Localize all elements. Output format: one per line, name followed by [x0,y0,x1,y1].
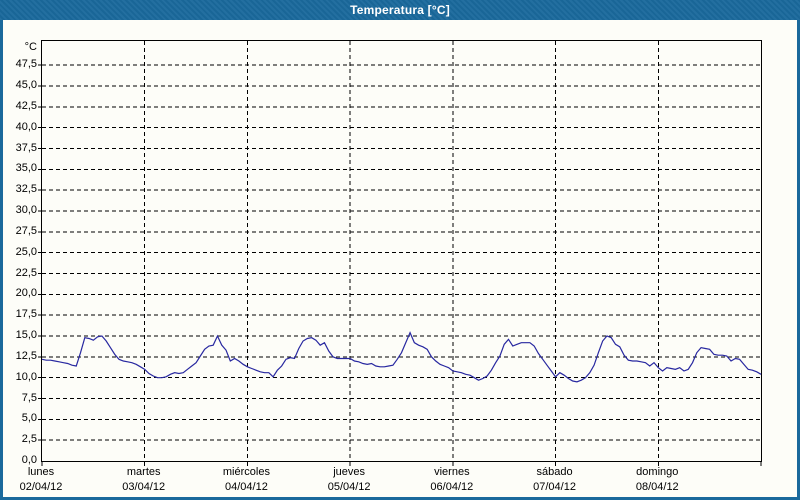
x-axis-day-name: miércoles [222,466,270,478]
y-axis-tick-label: 5,0 [21,412,37,425]
x-axis-day-name: jueves [333,466,366,478]
y-axis-tick-label: 17,5 [15,308,37,321]
y-axis-tick-label: 10,0 [15,370,37,383]
y-axis-tick-label: 45,0 [15,79,37,91]
y-axis-tick-label: 35,0 [15,162,37,175]
x-axis-day-date: 05/04/12 [327,481,371,493]
y-axis-tick-label: 27,5 [15,224,37,237]
y-axis-tick-label: 20,0 [15,287,37,300]
x-axis-day-date: 03/04/12 [122,481,166,493]
y-axis-tick-label: 22,5 [15,266,37,279]
y-axis-unit: °C [24,41,37,53]
x-axis-day-name: lunes [27,466,55,478]
x-axis-day-date: 08/04/12 [635,481,679,493]
x-axis-day-date: 04/04/12 [225,481,268,493]
y-axis-tick-label: 40,0 [15,120,37,133]
y-axis-tick-label: 30,0 [15,204,37,216]
y-axis-tick-label: 25,0 [15,245,37,258]
title-bar[interactable]: Temperatura [°C] [0,0,800,20]
temperature-line [41,331,762,383]
y-axis-tick-label: 12,5 [15,349,37,362]
y-axis-tick-label: 0,0 [21,454,37,466]
y-axis-tick-label: 15,0 [15,329,37,341]
x-axis-day-date: 02/04/12 [19,481,63,493]
plot-area [38,40,762,466]
y-axis-tick-label: 42,5 [15,99,37,112]
x-axis-day-date: 07/04/12 [533,481,576,493]
x-axis-day-date: 06/04/12 [430,481,474,493]
plot-svg [38,41,762,466]
window-title: Temperatura [°C] [350,3,450,17]
y-axis-tick-label: 47,5 [15,58,37,71]
y-axis-tick-label: 32,5 [15,183,37,196]
x-axis-day-name: sábado [536,466,573,478]
y-axis-tick-label: 37,5 [15,141,37,154]
x-axis-day-name: viernes [434,466,470,478]
x-axis-day-name: martes [126,466,161,478]
y-axis-tick-label: 2,5 [21,433,37,446]
y-axis-tick-label: 7,5 [21,391,37,404]
x-axis-day-name: domingo [636,466,679,478]
